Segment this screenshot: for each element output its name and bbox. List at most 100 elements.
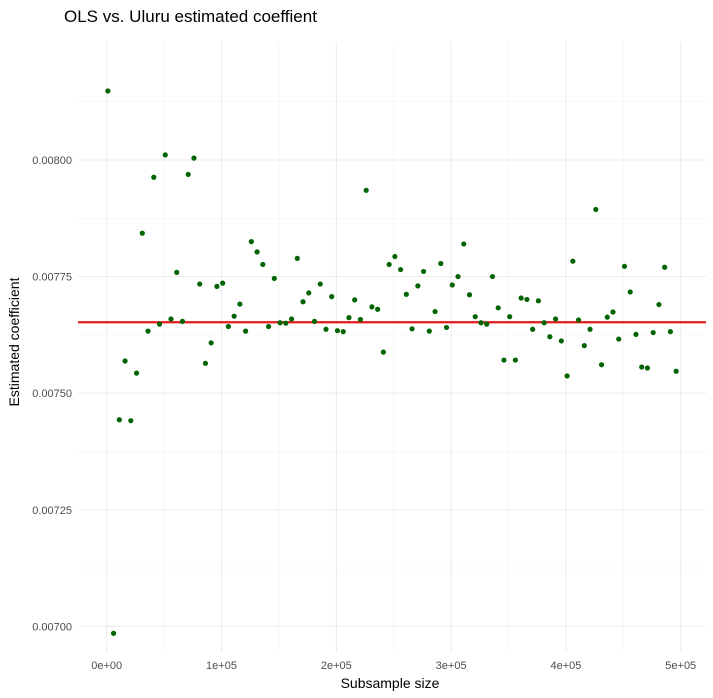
data-point bbox=[363, 187, 369, 193]
data-point bbox=[300, 299, 306, 305]
data-point bbox=[225, 323, 231, 330]
data-point bbox=[352, 297, 358, 303]
data-point bbox=[501, 357, 507, 363]
data-point bbox=[156, 321, 163, 327]
y-tick-label: 0.00700 bbox=[32, 621, 72, 633]
data-point bbox=[639, 364, 645, 370]
data-point bbox=[139, 230, 145, 236]
data-point bbox=[334, 328, 341, 334]
data-point bbox=[369, 304, 375, 310]
data-point bbox=[260, 261, 266, 268]
data-point bbox=[128, 418, 134, 424]
data-point bbox=[168, 316, 174, 322]
data-point bbox=[656, 301, 662, 308]
data-point bbox=[243, 328, 249, 334]
data-point bbox=[472, 314, 478, 320]
data-point bbox=[122, 358, 128, 364]
data-point bbox=[403, 291, 409, 297]
data-point bbox=[116, 417, 122, 423]
data-point bbox=[547, 334, 553, 340]
data-point bbox=[420, 268, 427, 275]
x-axis-title: Subsample size bbox=[341, 675, 440, 691]
x-tick-label: 4e+05 bbox=[550, 660, 581, 672]
data-point bbox=[616, 336, 622, 342]
data-point bbox=[415, 283, 421, 289]
data-point bbox=[197, 281, 203, 287]
data-point bbox=[237, 301, 243, 307]
data-point bbox=[627, 289, 633, 295]
data-point bbox=[323, 326, 329, 332]
data-point bbox=[587, 326, 593, 332]
data-point bbox=[535, 298, 541, 304]
data-point bbox=[530, 326, 536, 332]
data-point bbox=[581, 343, 587, 349]
data-point bbox=[202, 360, 209, 366]
data-point bbox=[248, 239, 254, 245]
data-point bbox=[346, 315, 352, 321]
chart-title: OLS vs. Uluru estimated coeffient bbox=[64, 7, 317, 26]
data-point bbox=[512, 357, 519, 363]
data-point bbox=[495, 305, 501, 311]
y-tick-label: 0.00775 bbox=[32, 272, 72, 284]
data-point bbox=[478, 320, 484, 326]
data-point bbox=[426, 328, 432, 334]
data-point bbox=[443, 324, 450, 331]
x-axis-ticks: 0e+00 1e+05 2e+05 3e+05 4e+05 5e+05 bbox=[91, 660, 696, 672]
data-point bbox=[558, 338, 564, 344]
data-point bbox=[570, 258, 576, 264]
y-axis-title: Estimated coefficient bbox=[6, 277, 22, 406]
data-point bbox=[466, 292, 473, 298]
data-point bbox=[461, 241, 467, 247]
data-point bbox=[220, 280, 226, 286]
data-point bbox=[386, 261, 392, 268]
data-point bbox=[449, 282, 455, 288]
data-point bbox=[518, 295, 524, 301]
grid-lines bbox=[78, 42, 706, 652]
data-point bbox=[133, 370, 140, 376]
x-tick-label: 1e+05 bbox=[206, 660, 237, 672]
data-point bbox=[145, 328, 151, 334]
data-point bbox=[375, 306, 381, 312]
data-point bbox=[662, 264, 668, 270]
data-point bbox=[191, 155, 197, 161]
data-point bbox=[185, 171, 191, 178]
x-tick-label: 5e+05 bbox=[665, 660, 696, 672]
data-point bbox=[541, 320, 547, 326]
data-point bbox=[151, 174, 157, 180]
data-point bbox=[179, 318, 186, 324]
data-point bbox=[489, 273, 496, 280]
data-point bbox=[667, 329, 674, 335]
x-tick-label: 2e+05 bbox=[321, 660, 352, 672]
data-point bbox=[553, 316, 559, 322]
data-point bbox=[564, 373, 570, 379]
data-point bbox=[340, 329, 346, 335]
data-point bbox=[398, 266, 404, 273]
y-tick-label: 0.00800 bbox=[32, 155, 72, 167]
data-point bbox=[644, 365, 651, 371]
y-tick-label: 0.00725 bbox=[32, 505, 72, 517]
data-point bbox=[277, 320, 283, 326]
data-point bbox=[673, 368, 679, 374]
data-point bbox=[271, 275, 277, 282]
data-point bbox=[524, 296, 530, 303]
data-point bbox=[438, 260, 444, 267]
data-point bbox=[208, 340, 214, 346]
data-point bbox=[598, 362, 605, 368]
x-tick-label: 0e+00 bbox=[91, 660, 122, 672]
data-point bbox=[110, 630, 117, 636]
data-point bbox=[575, 317, 582, 323]
y-tick-label: 0.00750 bbox=[32, 388, 72, 400]
data-point bbox=[392, 253, 398, 260]
data-point bbox=[317, 281, 323, 287]
data-point bbox=[174, 269, 180, 275]
data-point bbox=[621, 263, 628, 269]
data-point bbox=[455, 273, 461, 280]
data-point bbox=[231, 313, 237, 319]
data-point bbox=[294, 255, 300, 261]
data-point bbox=[507, 314, 513, 320]
data-point bbox=[610, 309, 616, 315]
data-point bbox=[650, 329, 656, 336]
data-point bbox=[432, 308, 438, 315]
